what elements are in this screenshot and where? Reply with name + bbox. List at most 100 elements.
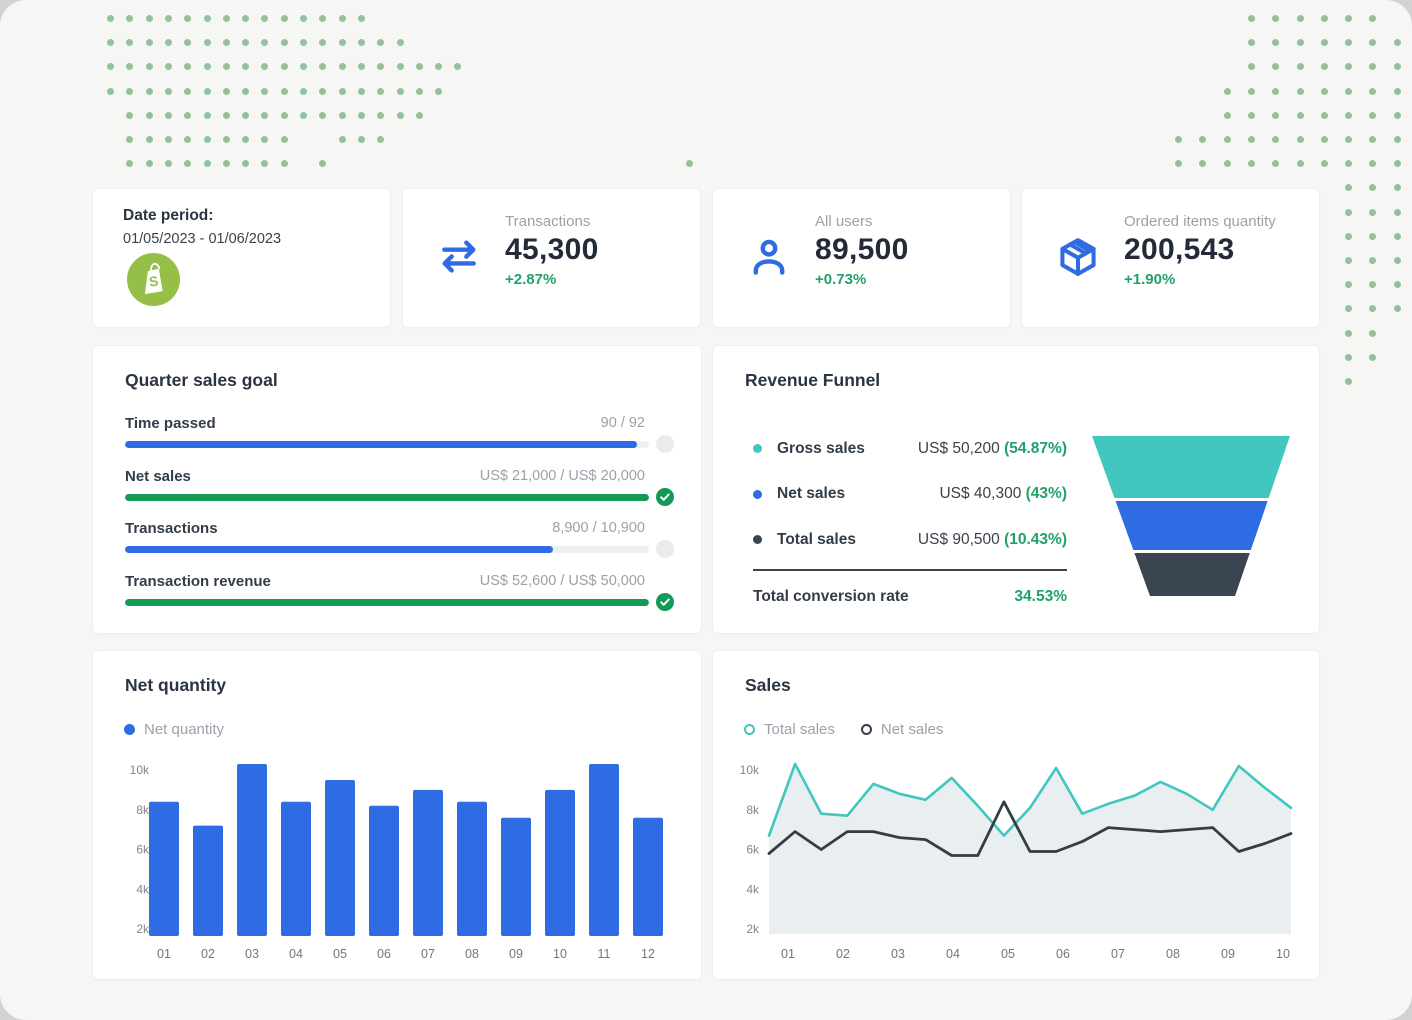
decor-dot [686,160,693,168]
net-sales-line [767,800,1293,857]
decor-dot [1393,281,1401,289]
decor-dot [1296,15,1304,22]
decor-dot [357,15,365,22]
legend-item-total-sales[interactable]: Total sales [744,721,835,738]
bar [457,801,487,936]
decor-dot [164,15,172,22]
decor-dot [1296,87,1304,95]
svg-text:S: S [148,273,159,289]
x-tick-label: 01 [781,947,795,961]
progress-fill [125,599,649,607]
decor-dot [357,63,365,71]
decor-dot [1272,63,1280,71]
decor-dot [242,136,250,143]
decor-dot [145,15,153,22]
sales-title: Sales [745,675,791,695]
funnel-legend-row: Net sales US$ 40,300 (43%) [753,472,1067,518]
quarter-sales-goal-card: Quarter sales goal Time passed 90 / 92 Net… [92,345,702,634]
decor-dot [164,87,172,95]
goal-label: Time passed [125,415,216,432]
decor-dot [338,87,346,95]
y-tick-label: 8k [136,803,150,817]
decor-dot [1199,136,1207,143]
x-tick-label: 06 [1056,947,1070,961]
decor-dot [1320,39,1328,47]
decor-dot [280,87,288,95]
decor-dot [261,136,269,143]
goal-value: US$ 21,000 / US$ 20,000 [479,467,645,484]
decor-dot [300,63,307,71]
sales-card: Sales Total sales Net sales 10k 8k 6k 4k 2k 0… [712,650,1320,980]
y-tick-label: 6k [746,843,760,857]
decor-dot [145,136,153,143]
decor-dot [377,136,385,143]
progress-fill [125,546,554,554]
x-tick-label: 05 [1001,947,1015,961]
funnel-divider [753,568,1067,571]
shopify-logo-icon: S [127,253,180,306]
x-tick-label: 09 [509,947,523,961]
decor-dot [1393,232,1401,240]
funnel-legend-percent: (10.43%) [1004,530,1067,548]
progress-track [125,546,649,554]
stat-value: 45,300 [505,233,599,266]
y-tick-label: 10k [740,763,760,777]
decor-dot [1175,136,1182,143]
decor-dot [261,63,269,71]
goal-value: 8,900 / 10,900 [552,520,645,537]
decor-dot [1272,87,1280,95]
decor-dot [242,63,250,71]
bar [237,764,267,936]
decor-dot [1369,232,1377,240]
funnel-legend-value: US$ 90,500 (10.43%) [917,530,1067,548]
progress-track [125,441,649,448]
decor-dot [280,39,288,47]
decor-dot [357,39,365,47]
decor-dot [1223,111,1231,119]
decor-dot [1393,305,1401,313]
legend-item-net-quantity[interactable]: Net quantity [124,721,224,738]
decor-dot [145,39,153,47]
x-tick-label: 04 [289,947,303,961]
stat-label: Ordered items quantity [1124,213,1276,230]
decor-dot [1369,208,1377,216]
decor-dot [435,87,443,95]
decor-dot [319,111,327,119]
x-tick-label: 02 [836,947,850,961]
date-period-title: Date period: [123,207,214,224]
x-tick-label: 12 [641,947,655,961]
decor-dot [184,15,192,22]
revenue-funnel-title: Revenue Funnel [745,370,881,390]
decor-dot [242,160,250,168]
decor-dot [1247,160,1255,168]
stat-card-all-users: All users 89,500 +0.73% [712,188,1011,328]
legend-ring-net-sales [860,724,872,735]
decor-dot [1369,257,1377,264]
decor-dot [222,39,230,47]
decor-dot [319,160,327,168]
decor-dot [145,160,153,168]
y-tick-label: 2k [136,922,150,936]
decor-dot [1296,160,1304,168]
decor-dot [454,63,462,71]
decor-dot [164,111,172,119]
legend-label: Net quantity [144,721,225,738]
decor-dot [203,39,211,47]
x-tick-label: 06 [377,947,391,961]
decor-dot [1369,329,1377,337]
decor-dot [145,111,153,119]
decor-dot [1369,281,1377,289]
y-tick-label: 10k [130,763,150,777]
decor-dot [1345,15,1353,22]
legend-item-net-sales[interactable]: Net sales [860,721,943,738]
decor-dot [1247,39,1255,47]
stat-label: Transactions [505,213,591,230]
decor-dot [145,63,153,71]
decor-dot [1247,111,1255,119]
check-circle-icon [656,593,674,612]
x-tick-label: 11 [598,947,611,961]
x-tick-label: 08 [1166,947,1180,961]
decor-dot [1393,136,1401,143]
bar [281,801,311,936]
y-tick-label: 6k [136,843,150,857]
